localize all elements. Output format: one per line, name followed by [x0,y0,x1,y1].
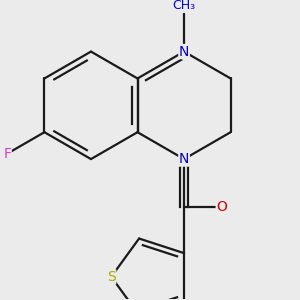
Text: O: O [216,200,227,214]
Text: F: F [3,147,11,161]
Text: CH₃: CH₃ [172,0,196,12]
Text: N: N [179,45,189,58]
Text: N: N [179,152,189,166]
Text: S: S [107,270,116,284]
